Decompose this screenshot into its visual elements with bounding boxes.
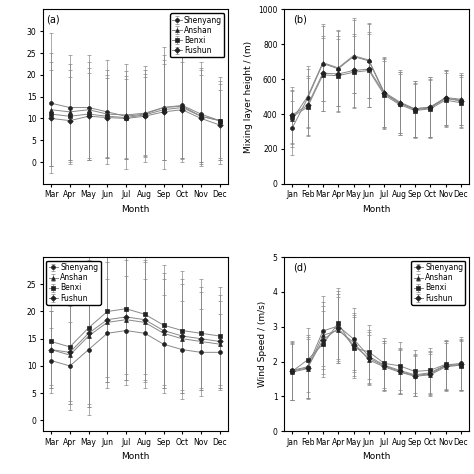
- Y-axis label: Wind Speed / (m/s): Wind Speed / (m/s): [258, 301, 267, 387]
- Text: (a): (a): [46, 15, 60, 25]
- Legend: Shenyang, Anshan, Benxi, Fushun: Shenyang, Anshan, Benxi, Fushun: [46, 261, 100, 305]
- X-axis label: Month: Month: [362, 205, 391, 214]
- X-axis label: Month: Month: [121, 205, 150, 214]
- Legend: Shenyang, Anshan, Benxi, Fushun: Shenyang, Anshan, Benxi, Fushun: [411, 261, 465, 305]
- Legend: Shenyang, Anshan, Benxi, Fushun: Shenyang, Anshan, Benxi, Fushun: [170, 13, 224, 57]
- Text: (b): (b): [293, 15, 307, 25]
- X-axis label: Month: Month: [362, 452, 391, 461]
- Text: (d): (d): [293, 262, 307, 272]
- Y-axis label: Mixing layer height / (m): Mixing layer height / (m): [244, 41, 253, 153]
- X-axis label: Month: Month: [121, 452, 150, 461]
